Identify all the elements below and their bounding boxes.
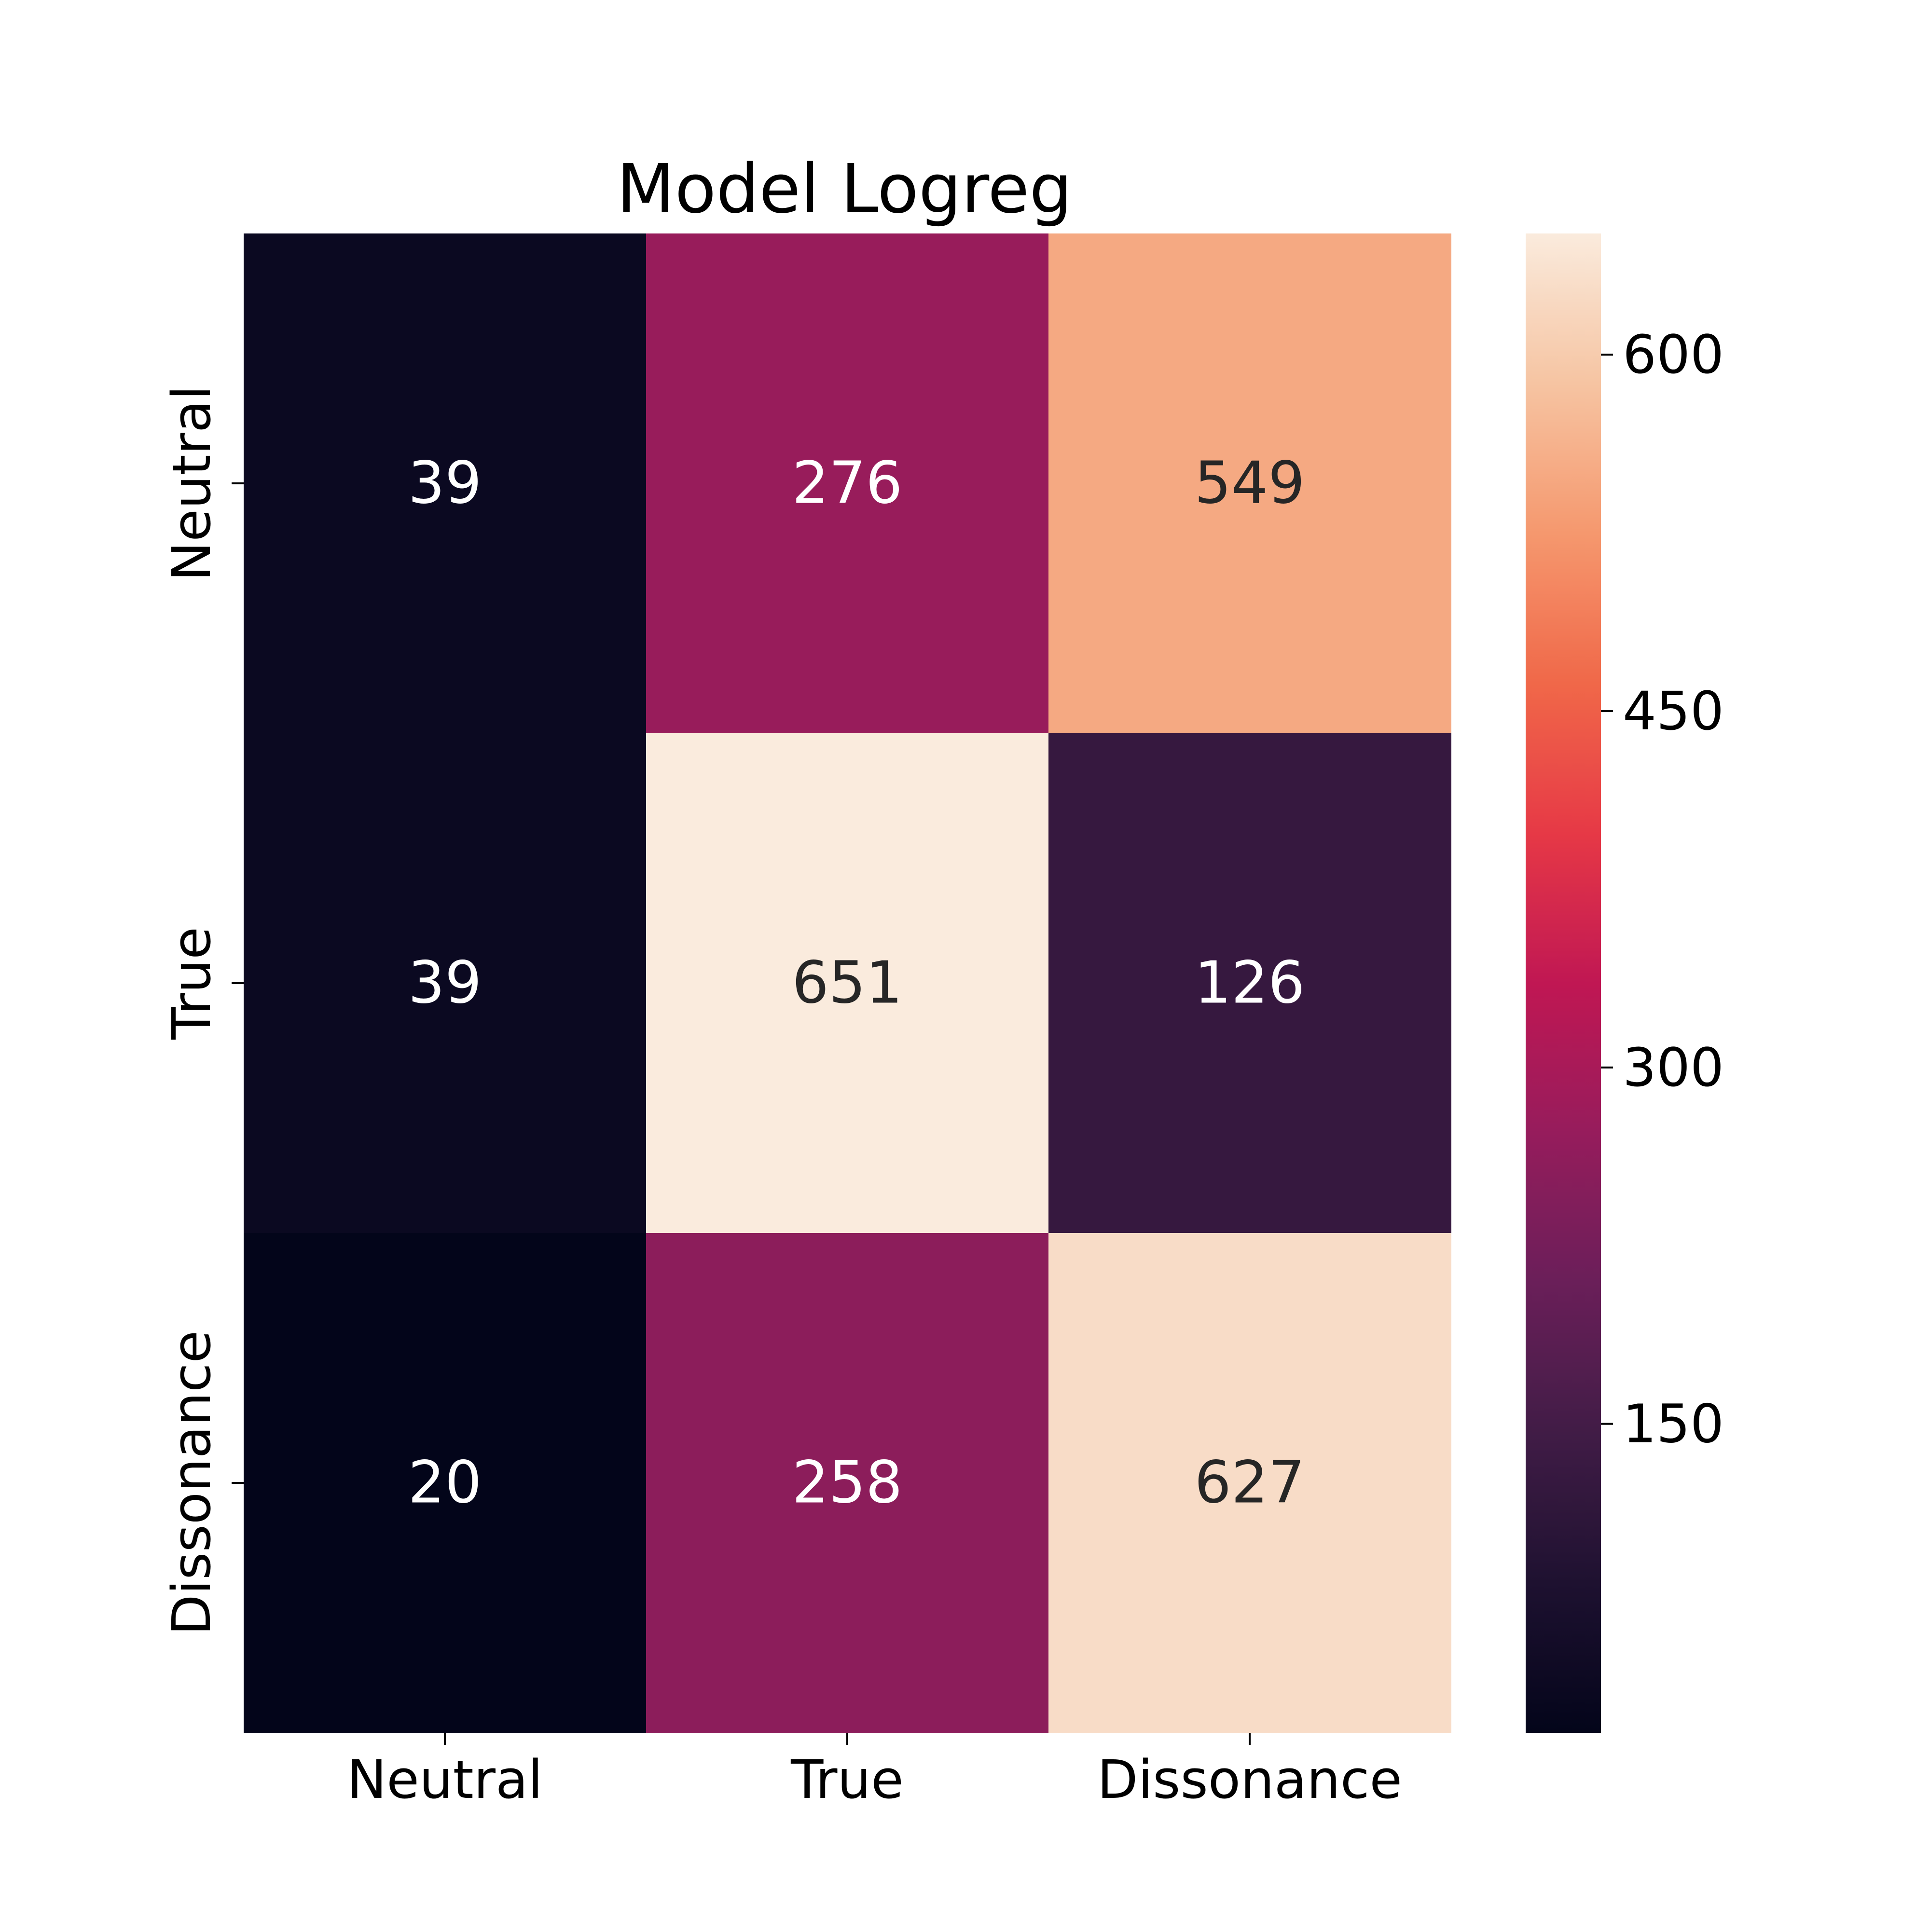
y-axis: Neutral True Dissonance <box>161 385 244 1635</box>
cell-value-label: 651 <box>792 950 902 1017</box>
heatmap-cell <box>646 733 1049 1233</box>
cell-value-label: 627 <box>1194 1450 1305 1517</box>
y-tick-label: Dissonance <box>161 1330 222 1635</box>
heatmap-cells <box>244 233 1451 1733</box>
heatmap-cell <box>646 233 1049 734</box>
y-tick-label: True <box>161 927 222 1040</box>
colorbar: 150 300 450 600 <box>1526 233 1724 1733</box>
x-axis: Neutral True Dissonance <box>347 1733 1402 1810</box>
colorbar-gradient <box>1526 233 1601 1733</box>
cell-value-label: 39 <box>408 450 482 517</box>
heatmap-cell <box>1048 733 1451 1233</box>
colorbar-tick-label: 150 <box>1623 1393 1724 1455</box>
cell-value-label: 549 <box>1194 450 1305 517</box>
chart-title: Model Logreg <box>617 150 1072 229</box>
x-tick-label: Neutral <box>347 1749 543 1810</box>
x-tick-label: Dissonance <box>1097 1749 1402 1810</box>
cell-value-label: 39 <box>408 950 482 1017</box>
cell-value-label: 126 <box>1194 950 1305 1017</box>
heatmap-cell <box>1048 1233 1451 1733</box>
x-tick-label: True <box>790 1749 904 1810</box>
heatmap-cell <box>244 233 647 734</box>
colorbar-tick-label: 300 <box>1623 1037 1724 1098</box>
cell-value-label: 258 <box>792 1450 902 1517</box>
heatmap-cell-labels: 39 276 549 39 651 126 20 258 627 <box>408 450 1305 1517</box>
y-tick-label: Neutral <box>161 385 222 581</box>
colorbar-tick-label: 450 <box>1623 680 1724 742</box>
heatmap-cell <box>244 733 647 1233</box>
colorbar-tick-label: 600 <box>1623 324 1724 385</box>
heatmap-cell <box>1048 233 1451 734</box>
heatmap-cell <box>244 1233 647 1733</box>
cell-value-label: 20 <box>408 1450 482 1517</box>
cell-value-label: 276 <box>792 450 902 517</box>
heatmap-cell <box>646 1233 1049 1733</box>
